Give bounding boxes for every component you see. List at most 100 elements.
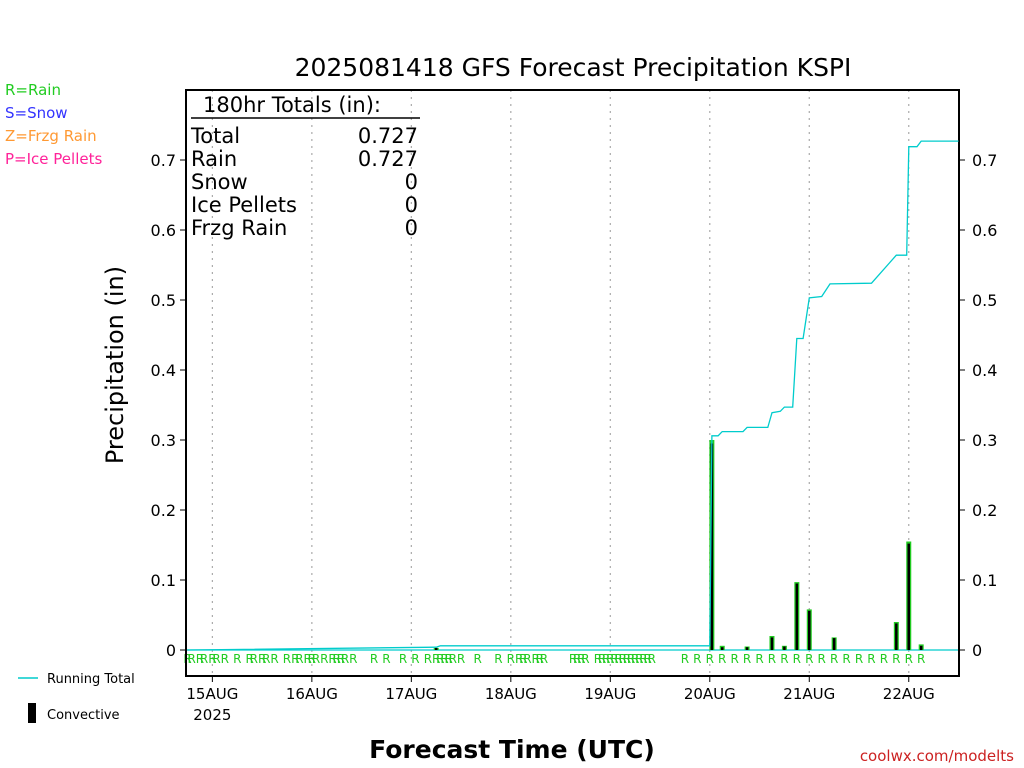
ptype-marker: R xyxy=(639,652,647,666)
convective-bar xyxy=(795,583,799,650)
ptype-marker: R xyxy=(598,652,606,666)
convective-legend-label: Convective xyxy=(47,708,120,723)
x-tick-label: 20AUG xyxy=(684,685,736,703)
totals-value-total: 0.727 xyxy=(358,124,418,148)
totals-label-total: Total xyxy=(190,124,240,148)
ptype-marker: R xyxy=(573,652,581,666)
ptype-marker: R xyxy=(648,652,656,666)
chart-title: 2025081418 GFS Forecast Precipitation KS… xyxy=(295,53,852,82)
ptype-marker: R xyxy=(200,652,208,666)
convective-bar xyxy=(434,647,438,650)
ptype-marker: R xyxy=(349,652,357,666)
ptype-marker: R xyxy=(295,652,303,666)
ptype-marker: R xyxy=(183,652,191,666)
ptype-marker: R xyxy=(842,652,850,666)
ptype-marker: R xyxy=(917,652,925,666)
ptype-marker: R xyxy=(718,652,726,666)
convective-bar xyxy=(770,637,774,650)
x-axis: 15AUG 2025 16AUG 17AUG 18AUG 19AUG 20AUG 21AUG 2… xyxy=(186,676,935,724)
legend-frzg-rain: Z=Frzg Rain xyxy=(5,127,97,145)
running-total-polyline xyxy=(187,140,959,651)
y-tick-label-left: 0.7 xyxy=(151,151,176,170)
x-tick-label: 21AUG xyxy=(783,685,835,703)
ptype-marker: R xyxy=(473,652,481,666)
running-total-line xyxy=(187,140,959,651)
ptype-marker: R xyxy=(187,652,195,666)
y-axes: 0 00.1 0.10.2 0.20.3 0.30.4 0.40.5 0.50.6 0.60.… xyxy=(151,151,998,660)
ptype-marker: R xyxy=(536,652,544,666)
x-tick-label: 17AUG xyxy=(385,685,437,703)
ptype-marker: R xyxy=(333,652,341,666)
ptype-marker: R xyxy=(519,652,527,666)
y-tick-label-right: 0.6 xyxy=(972,221,997,240)
totals-label-ice-pellets: Ice Pellets xyxy=(191,193,297,217)
y-tick-label-left: 0.5 xyxy=(151,291,176,310)
ptype-marker: R xyxy=(494,652,502,666)
ptype-marker: R xyxy=(411,652,419,666)
ptype-marker: R xyxy=(743,652,751,666)
ptype-marker: R xyxy=(424,652,432,666)
legend-snow: S=Snow xyxy=(5,104,68,122)
y-tick-label-left: 0.4 xyxy=(151,361,176,380)
ptype-marker: R xyxy=(631,652,639,666)
ptype-marker: R xyxy=(515,652,523,666)
precip-bars xyxy=(433,440,924,650)
totals-value-snow: 0 xyxy=(405,170,418,194)
ptype-marker: R xyxy=(308,652,316,666)
ptype-marker: R xyxy=(449,652,457,666)
convective-bar xyxy=(710,443,714,650)
ptype-marker: R xyxy=(880,652,888,666)
running-total-legend-label: Running Total xyxy=(47,672,135,687)
ptype-marker: R xyxy=(196,652,204,666)
ptype-marker: R xyxy=(602,652,610,666)
ptype-marker: R xyxy=(594,652,602,666)
ptype-marker: R xyxy=(291,652,299,666)
ptype-marker: R xyxy=(855,652,863,666)
x-tick-label: 16AUG xyxy=(286,685,338,703)
credit-text: coolwx.com/modelts xyxy=(860,747,1014,765)
ptype-marker: R xyxy=(457,652,465,666)
ptype-marker: R xyxy=(635,652,643,666)
ptype-marker: R xyxy=(399,652,407,666)
ptype-marker: R xyxy=(610,652,618,666)
legend-rain: R=Rain xyxy=(5,81,61,99)
y-tick-label-right: 0.5 xyxy=(972,291,997,310)
legend-ice-pellets: P=Ice Pellets xyxy=(5,150,102,168)
ptype-marker: R xyxy=(233,652,241,666)
x-tick-label: 19AUG xyxy=(584,685,636,703)
ptype-marker: R xyxy=(246,652,254,666)
x-tick-label: 18AUG xyxy=(485,685,537,703)
ptype-marker: R xyxy=(250,652,258,666)
ptype-marker: R xyxy=(614,652,622,666)
ptype-marker: R xyxy=(304,652,312,666)
ptype-marker: R xyxy=(270,652,278,666)
convective-bar xyxy=(808,610,811,650)
convective-bar xyxy=(745,647,749,650)
ptype-marker: R xyxy=(623,652,631,666)
totals-value-frzg-rain: 0 xyxy=(405,216,418,240)
vertical-gridlines xyxy=(211,90,910,676)
ptype-marker: R xyxy=(830,652,838,666)
x-tick-label: 15AUG xyxy=(186,685,238,703)
convective-bar xyxy=(895,623,898,650)
ptype-marker: R xyxy=(262,652,270,666)
ptype-marker: R xyxy=(382,652,390,666)
ptype-marker: R xyxy=(320,652,328,666)
ptype-marker: R xyxy=(540,652,548,666)
convective-bar xyxy=(720,647,724,650)
ptype-marker: R xyxy=(341,652,349,666)
ptype-marker: R xyxy=(569,652,577,666)
totals-header: 180hr Totals (in): xyxy=(203,93,381,117)
x-year-label: 2025 xyxy=(193,706,231,724)
ptype-marker: R xyxy=(212,652,220,666)
y-tick-label-right: 0.7 xyxy=(972,151,997,170)
series-legend: Running Total Convective xyxy=(18,672,135,723)
ptype-marker: R xyxy=(444,652,452,666)
convective-bars xyxy=(434,443,923,650)
ptype-marker: R xyxy=(208,652,216,666)
y-tick-label-left: 0.6 xyxy=(151,221,176,240)
plot-frame xyxy=(185,89,960,677)
ptype-marker: R xyxy=(436,652,444,666)
ptype-marker: R xyxy=(730,652,738,666)
